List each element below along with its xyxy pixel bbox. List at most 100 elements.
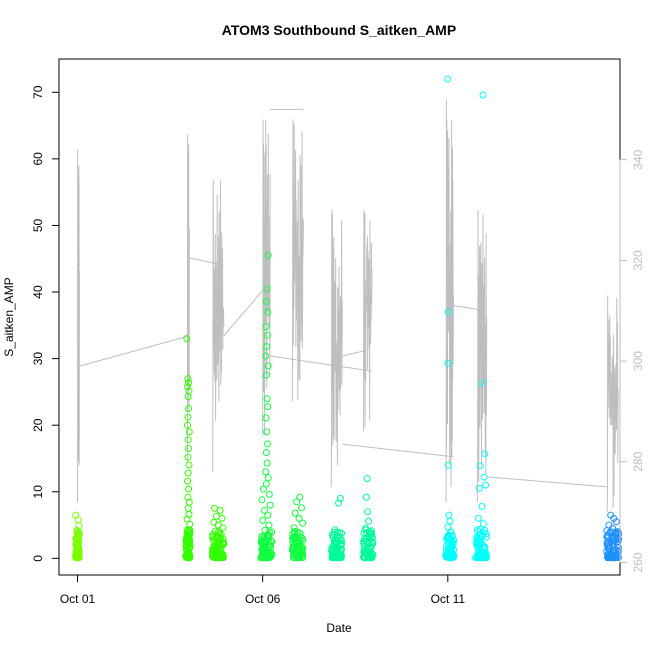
data-point xyxy=(185,428,193,436)
y2-axis: 260 280 300 320 340 xyxy=(619,149,645,572)
data-point xyxy=(261,506,268,514)
data-point xyxy=(612,518,620,526)
data-point xyxy=(606,542,613,550)
chart-title: ATOM3 Southbound S_aitken_AMP xyxy=(222,22,456,38)
data-point xyxy=(478,502,486,510)
data-point xyxy=(262,371,270,379)
data-point xyxy=(293,498,301,506)
data-point xyxy=(603,527,611,535)
data-point xyxy=(365,550,373,558)
data-point xyxy=(369,539,377,547)
data-point xyxy=(218,514,226,522)
data-point xyxy=(186,531,194,539)
data-point xyxy=(328,531,336,539)
data-point xyxy=(479,91,487,99)
data-point xyxy=(290,554,297,561)
data-point xyxy=(265,490,273,498)
data-point xyxy=(443,547,450,555)
flight-line-segment xyxy=(77,149,80,503)
data-point xyxy=(264,403,272,411)
data-point xyxy=(604,537,612,545)
x-tick-label: Oct 06 xyxy=(245,592,281,606)
data-point xyxy=(264,511,272,519)
data-point xyxy=(212,545,220,553)
data-point xyxy=(476,462,484,470)
flight-line-segment xyxy=(291,119,304,402)
data-point xyxy=(184,421,191,429)
data-point xyxy=(184,383,191,391)
data-point xyxy=(262,297,270,305)
flight-line-segment xyxy=(445,99,454,503)
data-point xyxy=(219,524,227,532)
data-point xyxy=(360,544,368,551)
y2-tick-label: 300 xyxy=(631,351,645,371)
transit-line xyxy=(269,355,372,372)
data-point xyxy=(264,331,271,339)
data-point xyxy=(262,323,270,331)
data-point xyxy=(257,538,265,546)
data-point xyxy=(185,405,193,412)
data-point xyxy=(259,516,267,524)
data-point xyxy=(263,285,271,293)
data-point xyxy=(444,308,452,316)
data-point xyxy=(210,541,218,549)
data-point xyxy=(291,509,299,517)
data-point xyxy=(444,461,452,469)
data-point xyxy=(184,436,192,444)
data-point xyxy=(215,530,223,537)
data-point xyxy=(185,510,193,518)
plot-area xyxy=(72,75,622,562)
data-point xyxy=(295,514,303,522)
data-point xyxy=(336,552,344,559)
data-point xyxy=(336,494,344,502)
x-axis: Oct 01 Oct 06 Oct 11 xyxy=(60,574,465,606)
data-point xyxy=(445,511,453,519)
data-point xyxy=(185,461,193,469)
flight-line-segment xyxy=(606,295,619,513)
data-point xyxy=(609,546,617,554)
data-point xyxy=(264,362,272,370)
data-point xyxy=(482,554,490,562)
data-point xyxy=(72,550,80,558)
y-tick-label: 20 xyxy=(31,418,45,432)
data-point xyxy=(259,485,267,493)
data-point xyxy=(290,524,298,532)
data-point xyxy=(185,387,193,395)
data-point xyxy=(362,529,370,537)
flight-line-segment xyxy=(187,134,190,462)
data-point xyxy=(362,526,370,534)
data-point xyxy=(263,343,271,351)
data-point xyxy=(362,538,370,546)
data-point xyxy=(184,477,191,485)
data-point xyxy=(264,251,272,259)
point-series xyxy=(442,75,490,562)
flight-line-segment xyxy=(330,209,343,487)
data-point xyxy=(615,535,622,543)
data-point xyxy=(289,530,297,538)
data-point xyxy=(214,545,222,553)
transit-line xyxy=(79,335,190,367)
data-point xyxy=(185,379,193,387)
data-point xyxy=(264,440,271,448)
data-point xyxy=(215,538,223,546)
data-point xyxy=(335,499,343,507)
y-tick-label: 60 xyxy=(31,152,45,166)
data-point xyxy=(268,538,276,545)
data-point xyxy=(482,481,490,489)
data-point xyxy=(481,450,489,458)
data-point xyxy=(75,536,83,544)
data-point xyxy=(262,468,270,476)
data-point xyxy=(184,469,192,477)
data-point xyxy=(182,542,190,550)
data-point xyxy=(444,359,452,367)
data-point xyxy=(445,532,453,540)
y2-tick-label: 340 xyxy=(631,149,645,169)
data-point xyxy=(262,552,270,560)
y-axis-label: S_aitken_AMP xyxy=(2,277,16,356)
y-tick-label: 70 xyxy=(31,85,45,99)
x-axis-label: Date xyxy=(326,621,352,635)
data-point xyxy=(184,453,192,461)
flight-line-segment xyxy=(362,209,373,432)
data-point xyxy=(444,75,452,83)
